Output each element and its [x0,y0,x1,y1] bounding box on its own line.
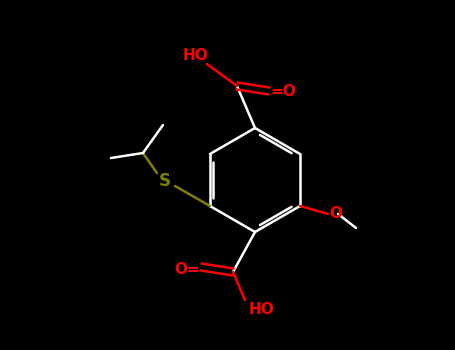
Text: S: S [159,172,171,190]
Text: =O: =O [270,84,296,98]
Text: O=: O= [174,261,200,276]
Text: HO: HO [248,302,274,317]
Text: HO: HO [182,49,208,63]
Text: O: O [329,206,343,222]
